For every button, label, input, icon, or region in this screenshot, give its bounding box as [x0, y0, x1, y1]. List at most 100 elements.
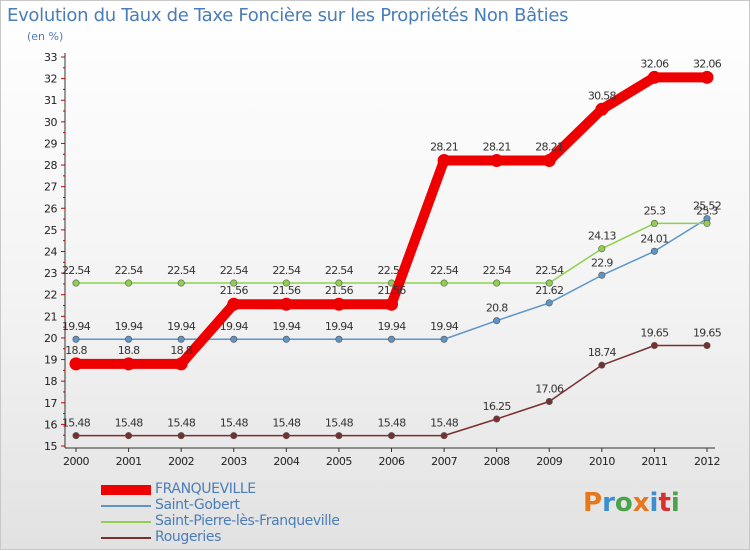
y-tick-label: 23	[44, 267, 57, 280]
data-point	[700, 70, 714, 84]
data-point	[545, 397, 553, 405]
data-label: 30.58	[588, 89, 617, 102]
y-tick-label: 32	[44, 73, 57, 86]
data-point	[493, 415, 501, 423]
data-label: 16.25	[483, 400, 512, 413]
data-point	[595, 102, 609, 116]
data-point	[542, 154, 556, 168]
y-tick-label: 20	[44, 332, 57, 345]
x-tick-label: 2005	[326, 455, 352, 468]
data-label: 21.62	[535, 284, 563, 297]
data-label: 28.21	[535, 141, 563, 154]
y-tick-label: 15	[44, 440, 57, 453]
data-label: 19.94	[325, 320, 354, 333]
data-point	[650, 219, 658, 227]
data-label: 19.65	[693, 327, 722, 340]
data-point	[125, 335, 133, 343]
unit-label: (en %)	[27, 30, 64, 43]
y-tick-label: 19	[44, 354, 57, 367]
logo-letter: i	[670, 488, 680, 518]
data-label: 17.06	[535, 382, 564, 395]
data-point	[598, 271, 606, 279]
y-tick-label: 29	[44, 137, 57, 150]
data-label: 25.3	[696, 204, 718, 217]
data-label: 20.8	[486, 302, 508, 315]
x-tick-label: 2000	[63, 455, 89, 468]
data-point	[177, 335, 185, 343]
data-label: 21.56	[272, 284, 301, 297]
data-label: 22.54	[535, 264, 564, 277]
legend-swatch	[101, 485, 151, 495]
data-label: 18.74	[588, 346, 617, 359]
legend-label: Saint-Pierre-lès-Franqueville	[155, 513, 340, 529]
data-point	[703, 219, 711, 227]
legend-swatch	[101, 537, 151, 539]
data-point	[493, 317, 501, 325]
x-tick-label: 2003	[221, 455, 247, 468]
data-label: 22.54	[483, 264, 512, 277]
y-tick-label: 22	[44, 289, 57, 302]
data-point	[72, 432, 80, 440]
data-label: 15.48	[430, 417, 459, 430]
data-label: 25.52	[693, 200, 721, 213]
legend-label: Saint-Gobert	[155, 497, 240, 513]
data-point	[387, 432, 395, 440]
legend-swatch	[101, 521, 151, 523]
data-point	[227, 297, 241, 311]
legend-label: FRANQUEVILLE	[155, 481, 256, 497]
data-point	[387, 335, 395, 343]
data-label: 21.56	[325, 284, 354, 297]
data-label: 15.48	[272, 417, 301, 430]
y-tick-label: 26	[44, 202, 57, 215]
data-label: 19.94	[115, 320, 144, 333]
y-tick-label: 28	[44, 159, 57, 172]
data-label: 32.06	[693, 57, 722, 70]
series-saint-pierre-l-s-franqueville: 22.54 22.54 22.54 22.54 22.54 22.54 22.54 22.54…	[62, 204, 719, 287]
x-tick-label: 2010	[589, 455, 615, 468]
y-tick-label: 17	[44, 397, 57, 410]
y-tick-label: 30	[44, 116, 57, 129]
data-label: 19.94	[167, 320, 196, 333]
data-point	[230, 279, 238, 287]
logo-letter: t	[658, 488, 671, 518]
data-label: 18.8	[118, 344, 140, 357]
series-saint-gobert: 19.94 19.94 19.94 19.94 19.94 19.94 19.94 19.94…	[62, 200, 722, 343]
y-tick-label: 25	[44, 224, 57, 237]
data-label: 22.9	[591, 256, 613, 269]
data-point	[703, 342, 711, 350]
proxiti-logo: Proxiti	[583, 488, 680, 518]
data-point	[440, 335, 448, 343]
data-label: 28.21	[483, 141, 511, 154]
data-point	[385, 297, 398, 311]
y-tick-label: 24	[44, 246, 57, 259]
data-label: 19.94	[272, 320, 301, 333]
data-label: 22.54	[220, 264, 249, 277]
data-label: 19.65	[640, 327, 669, 340]
series-rougeries: 15.48 15.48 15.48 15.48 15.48 15.48 15.48 15.48…	[62, 327, 722, 440]
data-point	[490, 154, 504, 168]
y-tick-label: 16	[44, 418, 57, 431]
data-label: 18.8	[170, 344, 192, 357]
data-label: 19.94	[430, 320, 459, 333]
x-tick-label: 2007	[431, 455, 457, 468]
x-tick-label: 2002	[168, 455, 194, 468]
data-label: 22.54	[115, 264, 144, 277]
data-point	[230, 335, 238, 343]
data-point	[440, 432, 448, 440]
logo-letter: i	[649, 488, 659, 518]
logo-letter: o	[614, 488, 633, 518]
data-point	[650, 247, 658, 255]
chart-title: Evolution du Taux de Taxe Foncière sur l…	[7, 5, 569, 26]
data-label: 24.01	[640, 232, 668, 245]
data-label: 15.48	[167, 417, 196, 430]
data-point	[72, 335, 80, 343]
data-label: 22.54	[62, 264, 91, 277]
data-label: 28.21	[430, 141, 458, 154]
x-tick-label: 2011	[641, 455, 667, 468]
data-label: 21.56	[378, 284, 407, 297]
data-point	[279, 297, 293, 311]
logo-letter: P	[583, 488, 603, 518]
data-label: 32.06	[640, 57, 669, 70]
